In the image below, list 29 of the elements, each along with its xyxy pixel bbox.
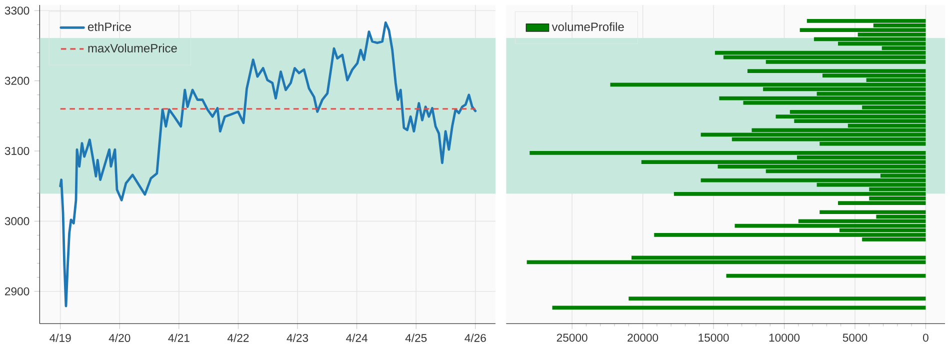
- x-tick-label: 4/19: [50, 334, 71, 342]
- x-tick-label: 4/21: [168, 334, 190, 342]
- y-tick-label: 3100: [4, 147, 30, 156]
- x-tick-label: 20000: [628, 334, 658, 342]
- x-tick-label: 5000: [842, 334, 868, 342]
- bar: [552, 306, 926, 310]
- x-tick-label: 15000: [698, 334, 729, 342]
- bar: [806, 19, 926, 24]
- x-tick-label: 4/22: [227, 334, 249, 342]
- bar: [726, 274, 926, 278]
- bar: [820, 210, 926, 214]
- legend-label: maxVolumePrice: [88, 44, 177, 53]
- y-tick-label: 3200: [4, 76, 30, 85]
- x-tick-label: 4/20: [108, 334, 130, 342]
- bar: [747, 69, 926, 74]
- x-tick-label: 4/26: [464, 334, 486, 342]
- bar: [530, 151, 926, 156]
- x-tick-label: 4/24: [346, 334, 368, 342]
- x-tick-label: 4/25: [405, 334, 427, 342]
- y-tick-label: 3000: [4, 217, 30, 226]
- legend-label: volumeProfile: [552, 22, 624, 32]
- x-tick-label: 10000: [769, 334, 800, 342]
- x-tick-label: 4/23: [286, 334, 308, 342]
- legend-label: ethPrice: [88, 22, 131, 32]
- x-tick-label: 0: [923, 334, 928, 342]
- x-tick-label: 25000: [556, 334, 588, 342]
- y-tick-label: 3300: [4, 6, 30, 15]
- bar: [628, 296, 926, 301]
- y-tick-label: 2900: [5, 288, 30, 296]
